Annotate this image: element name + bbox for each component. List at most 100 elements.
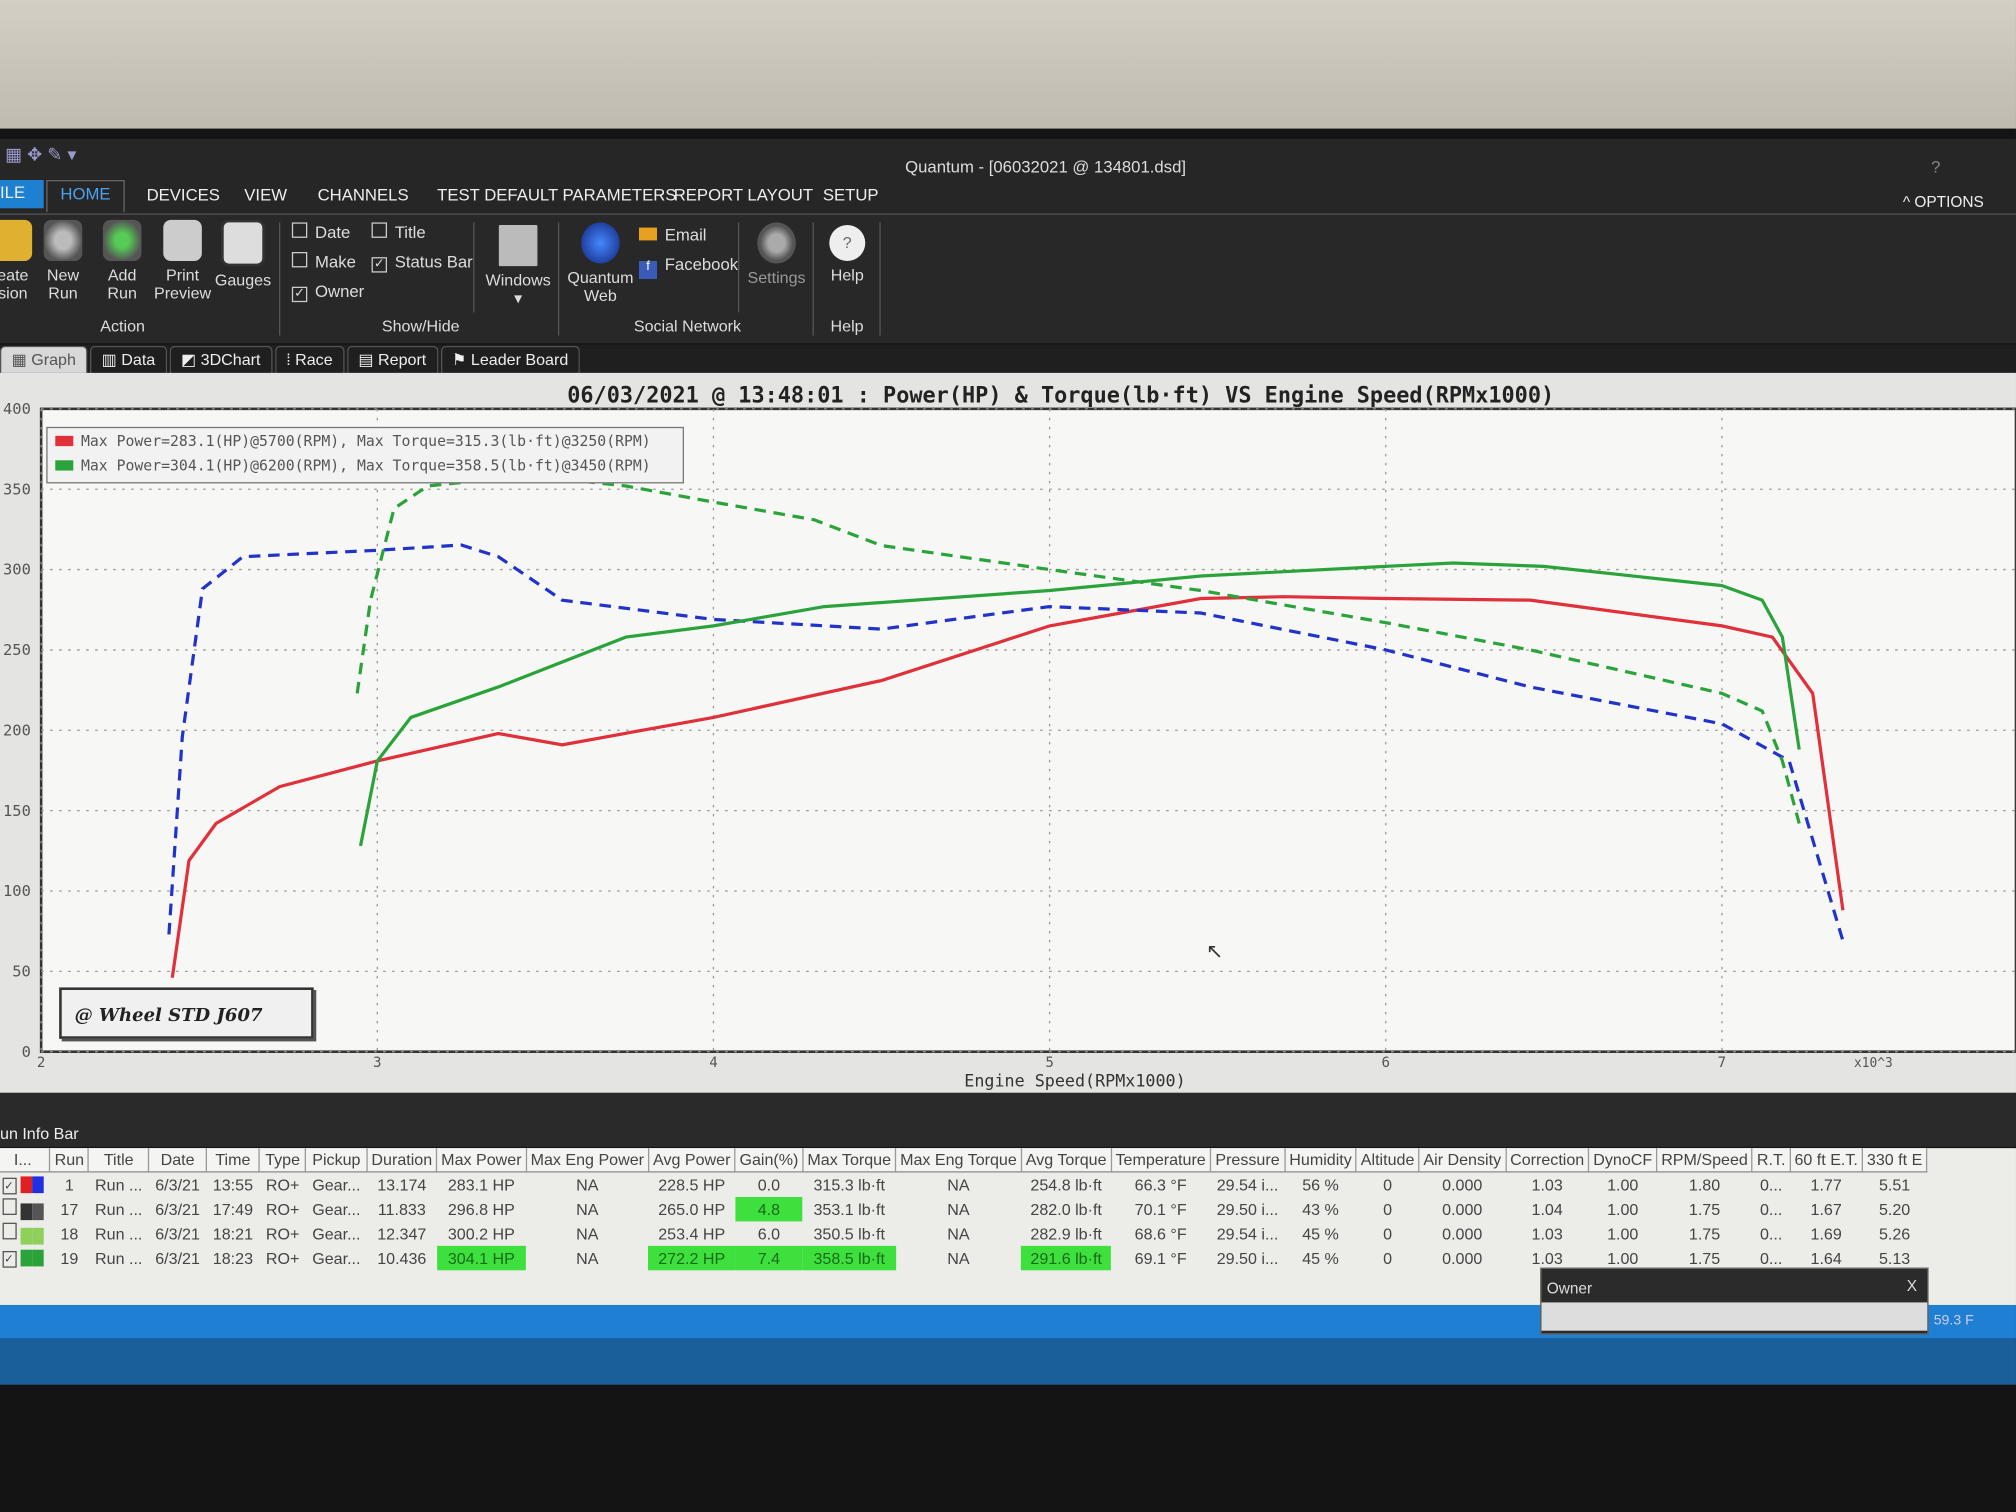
print-preview-button[interactable]: Print Preview [152, 219, 214, 302]
quantum-web-button[interactable]: Quantum Web [563, 222, 638, 305]
menu-devices[interactable]: DEVICES [146, 185, 220, 205]
menu-home[interactable]: HOME [46, 179, 125, 213]
windows-button[interactable]: Windows ▾ [483, 224, 552, 307]
x-tick-label: 3 [373, 1055, 382, 1071]
owner-panel-body [1541, 1302, 1928, 1331]
options-button[interactable]: ^ OPTIONS [1902, 192, 1984, 211]
tab-leader-board[interactable]: ⚑ Leader Board [440, 345, 580, 373]
window-title: Quantum - [06032021 @ 134801.dsd] [905, 156, 1187, 177]
power-torque-chart[interactable]: 0 50 100 150 200 250 300 350 400 2 3 4 5 6 7 [0, 373, 2016, 1093]
table-cell: 5.51 [1878, 1175, 1911, 1194]
tab-data[interactable]: ▥ Data [90, 345, 167, 373]
column-header[interactable]: Max Power [436, 1148, 527, 1173]
tab-graph[interactable]: ▦ Graph [0, 345, 88, 373]
run-select-cell[interactable] [0, 1221, 50, 1245]
column-header[interactable]: RPM/Speed [1656, 1148, 1754, 1173]
title-checkbox[interactable]: Title [371, 222, 426, 242]
menu-report-layout[interactable]: REPORT LAYOUT [673, 185, 814, 205]
column-header[interactable]: Time [205, 1148, 261, 1173]
series-line-2[interactable] [358, 561, 1801, 847]
table-cell: 45 % [1302, 1224, 1339, 1243]
quantum-web-label: Quantum Web [567, 268, 634, 305]
column-header[interactable]: 60 ft E.T. [1789, 1148, 1864, 1173]
email-button[interactable]: Email [638, 225, 707, 244]
status-bar-label: Status Bar [394, 251, 473, 272]
series-line-1[interactable] [167, 543, 1845, 942]
row-checkbox[interactable] [1, 1198, 17, 1216]
tab-report[interactable]: ▤ Report [346, 345, 438, 373]
y-tick-label: 200 [3, 721, 31, 739]
row-checkbox[interactable]: ✓ [1, 1250, 17, 1268]
run-select-cell[interactable] [0, 1197, 50, 1221]
tab-3dchart[interactable]: ◩ 3DChart [169, 345, 273, 373]
column-header[interactable]: Max Eng Power [525, 1148, 650, 1173]
gauges-button[interactable]: Gauges [213, 219, 272, 289]
column-header[interactable]: Max Eng Torque [894, 1148, 1022, 1173]
column-header[interactable]: Date [148, 1148, 208, 1173]
series-line-0[interactable] [170, 595, 1845, 979]
column-header[interactable]: Type [258, 1148, 307, 1173]
group-label-show-hide: Show/Hide [381, 317, 460, 336]
column-header[interactable]: Duration [366, 1148, 438, 1173]
tab-race[interactable]: ⁞ Race [274, 345, 345, 373]
table-row[interactable]: 17 Run ... 6/3/21 17:49 RO+ Gear... 11.833 296.… [0, 1196, 1927, 1222]
column-header[interactable]: Avg Power [647, 1148, 736, 1173]
new-run-button[interactable]: New Run [41, 219, 85, 302]
table-row[interactable]: 18 Run ... 6/3/21 18:21 RO+ Gear... 12.347 300.… [0, 1221, 1927, 1245]
row-checkbox[interactable]: ✓ [1, 1177, 17, 1195]
table-cell: Run ... [95, 1224, 143, 1243]
table-cell: 353.1 lb·ft [813, 1200, 885, 1219]
options-label: OPTIONS [1914, 192, 1984, 211]
legend-text: Max Power=304.1(HP)@6200(RPM), Max Torqu… [80, 456, 651, 475]
menu-test-default-parameters[interactable]: TEST DEFAULT PARAMETERS [437, 185, 677, 205]
column-header[interactable]: Run [49, 1148, 90, 1173]
table-cell: 0 [1383, 1224, 1393, 1243]
help-button[interactable]: ? Help [823, 224, 872, 284]
table-cell: 1.75 [1688, 1249, 1721, 1268]
column-header[interactable]: Pressure [1209, 1148, 1286, 1173]
close-icon[interactable]: X [1906, 1276, 1917, 1295]
column-header[interactable]: 330 ft E [1861, 1148, 1928, 1173]
checkbox-box [291, 222, 308, 238]
column-header[interactable]: Title [87, 1148, 150, 1173]
menu-channels[interactable]: CHANNELS [317, 185, 409, 205]
create-session-button[interactable]: eate sion [0, 219, 36, 302]
table-cell: 18:21 [212, 1224, 254, 1243]
column-header[interactable]: Air Density [1418, 1148, 1507, 1173]
run-info-title: un Info Bar [0, 1124, 79, 1143]
facebook-button[interactable]: f Facebook [638, 255, 738, 279]
column-header[interactable]: I... [0, 1148, 51, 1173]
column-header[interactable]: Temperature [1110, 1148, 1211, 1173]
row-checkbox[interactable] [1, 1223, 17, 1240]
series-line-3[interactable] [355, 473, 1801, 824]
add-run-button[interactable]: Add Run [100, 219, 144, 302]
quick-access-icons[interactable]: ▦ ✥ ✎ ▾ [5, 143, 77, 165]
owner-checkbox[interactable]: ✓ Owner [291, 282, 364, 303]
column-header[interactable]: R.T. [1751, 1148, 1791, 1173]
table-row[interactable]: ✓ 1 Run ... 6/3/21 13:55 RO+ Gear... 13.174 283… [0, 1172, 1927, 1197]
column-header[interactable]: Avg Torque [1020, 1148, 1112, 1173]
column-header[interactable]: Max Torque [802, 1148, 897, 1173]
help-icon[interactable]: ? [1931, 156, 1941, 177]
run-info-bar-header: un Info Bar [0, 1092, 2016, 1147]
table-cell: 1.03 [1531, 1175, 1563, 1194]
status-bar-checkbox[interactable]: ✓ Status Bar [371, 251, 473, 273]
column-header[interactable]: Gain(%) [734, 1148, 804, 1173]
table-cell: NA [947, 1249, 970, 1268]
table-cell: 1.03 [1531, 1249, 1563, 1268]
menu-file[interactable]: ILE [0, 179, 44, 209]
run-select-cell[interactable]: ✓ [0, 1246, 50, 1270]
settings-button[interactable]: Settings [743, 222, 810, 287]
table-row[interactable]: ✓ 19 Run ... 6/3/21 18:23 RO+ Gear... 10.436 30… [0, 1245, 1927, 1271]
menu-setup[interactable]: SETUP [822, 185, 879, 205]
make-checkbox[interactable]: Make [291, 251, 356, 271]
column-header[interactable]: Correction [1504, 1148, 1590, 1173]
column-header[interactable]: Pickup [305, 1148, 368, 1173]
column-header[interactable]: DynoCF [1588, 1148, 1658, 1173]
date-checkbox[interactable]: Date [291, 222, 350, 242]
run-select-cell[interactable]: ✓ [0, 1172, 50, 1197]
column-header[interactable]: Humidity [1284, 1148, 1357, 1173]
menu-view[interactable]: VIEW [244, 185, 288, 205]
column-header[interactable]: Altitude [1355, 1148, 1420, 1173]
